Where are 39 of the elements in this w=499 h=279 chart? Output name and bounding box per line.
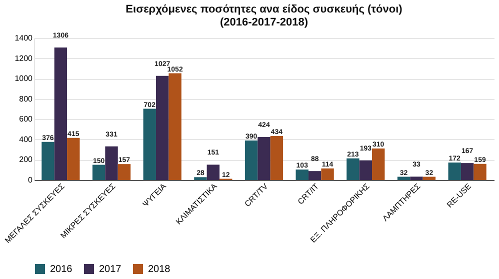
bar [244,140,258,180]
legend-label: 2016 [50,264,73,275]
bar [346,158,360,180]
bar [92,164,106,180]
text: (2016-2017-2018) [220,16,308,29]
bar [67,138,80,180]
legend-label: 2018 [148,264,171,275]
legend-label: 2017 [99,264,122,275]
bar [422,176,436,180]
text: Εισερχόμενες ποσότητες ανα είδος συσκευής (τόνοι) [126,4,402,16]
bar [105,146,118,180]
bar [308,171,322,180]
bar [359,160,372,180]
bar [270,136,284,180]
y-tick-label: 1400 [14,34,34,42]
bar [206,164,220,180]
bar [296,170,308,180]
bar [42,142,54,180]
bar [397,176,410,180]
y-tick-label: 600 [19,114,34,124]
bar [118,164,131,180]
bar [372,148,385,180]
bar [194,177,207,180]
y-tick-label: 0 [28,176,34,184]
y-tick-label: 800 [19,94,34,104]
bar [258,136,270,180]
bar [410,176,423,180]
bar [143,108,156,180]
y-tick-label: 1200 [14,54,34,63]
bar [460,163,474,180]
bar [54,48,68,180]
y-tick-label: 1000 [14,74,34,84]
bar [474,164,486,180]
bar [448,162,461,180]
bar [321,168,334,180]
bar [156,76,169,180]
bar [168,73,182,180]
y-tick-label: 400 [19,134,34,144]
y-tick-label: 200 [19,155,34,164]
